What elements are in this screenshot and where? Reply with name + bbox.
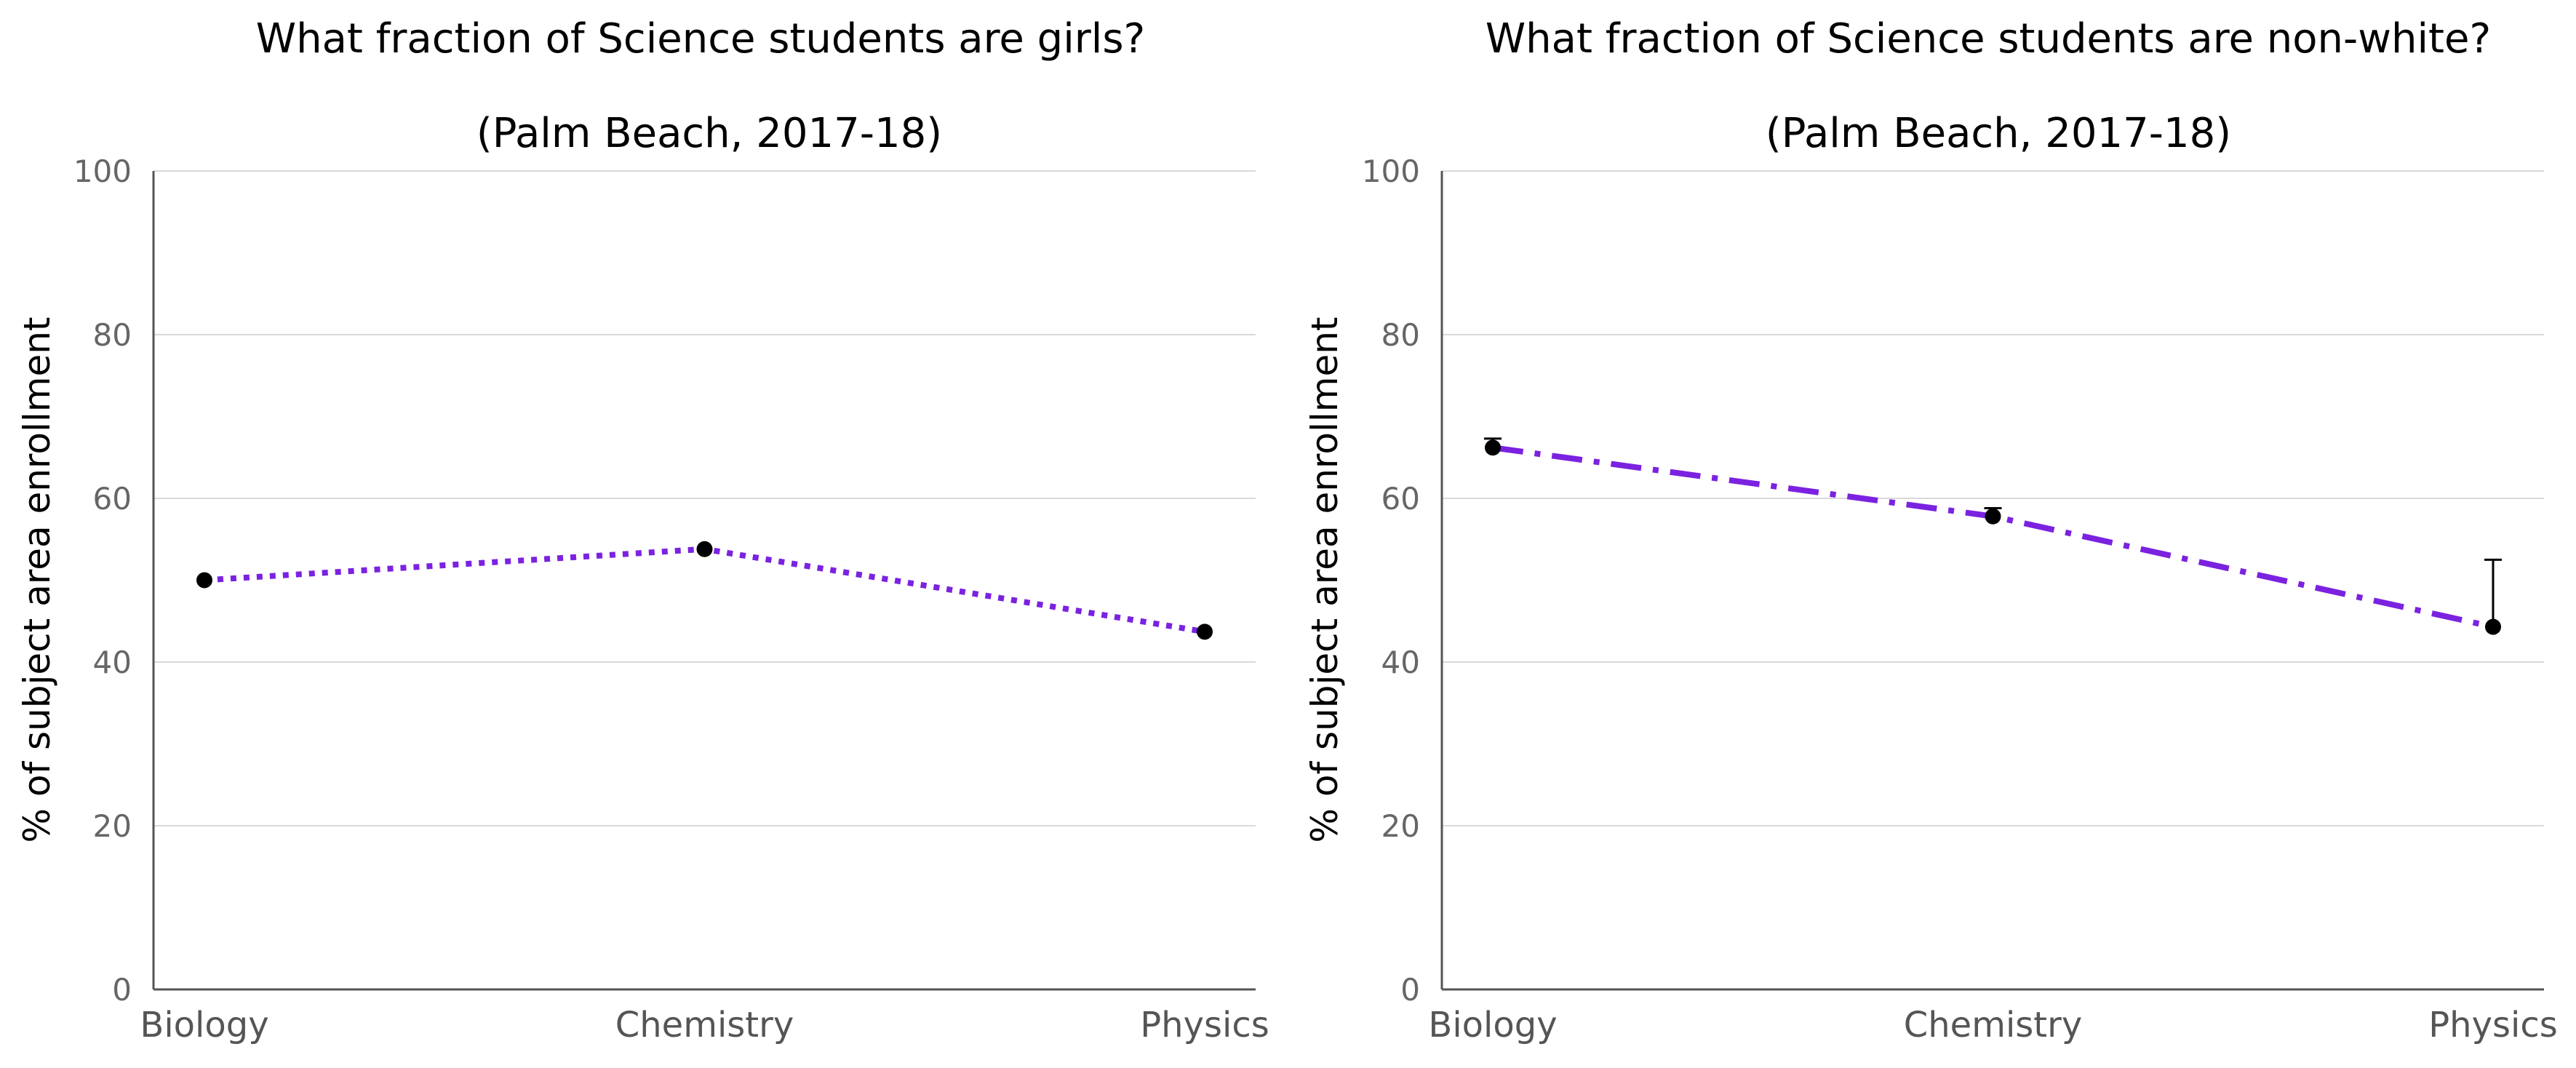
y-tick-label: 0 bbox=[1400, 972, 1420, 1008]
x-tick-label: Biology bbox=[1428, 1005, 1557, 1045]
series-line-path bbox=[204, 546, 1205, 635]
x-tick-label: Biology bbox=[140, 1005, 268, 1045]
chart-title: What fraction of Science students are gi… bbox=[256, 15, 1146, 63]
chart-subtitle: (Palm Beach, 2017-18) bbox=[476, 110, 942, 157]
x-tick-labels: Biology Chemistry Physics bbox=[1428, 1005, 2557, 1045]
chart-subtitle: (Palm Beach, 2017-18) bbox=[1766, 110, 2231, 157]
data-point bbox=[196, 572, 212, 589]
chart-panel-non-white: What fraction of Science students are no… bbox=[1304, 15, 2558, 1045]
y-tick-labels: 0 20 40 60 80 100 bbox=[73, 154, 132, 1008]
data-point bbox=[1197, 623, 1213, 640]
data-points bbox=[1485, 439, 2501, 635]
x-tick-label: Physics bbox=[1140, 1005, 1269, 1045]
axes bbox=[1440, 171, 2544, 991]
x-tick-label: Chemistry bbox=[615, 1005, 794, 1045]
chart-panel-girls: What fraction of Science students are gi… bbox=[16, 15, 1269, 1045]
x-tick-label: Physics bbox=[2428, 1005, 2558, 1045]
y-tick-label: 80 bbox=[93, 317, 132, 353]
axes bbox=[152, 171, 1256, 991]
data-points bbox=[196, 541, 1213, 640]
y-tick-label: 20 bbox=[1381, 808, 1420, 844]
y-axis-label: % of subject area enrollment bbox=[16, 316, 58, 842]
data-point bbox=[2485, 618, 2501, 635]
series-line bbox=[204, 546, 1205, 635]
grid-lines bbox=[1442, 170, 2544, 826]
y-tick-label: 60 bbox=[93, 481, 132, 517]
x-tick-labels: Biology Chemistry Physics bbox=[140, 1005, 1269, 1045]
x-tick-label: Chemistry bbox=[1904, 1005, 2083, 1045]
grid-lines bbox=[153, 170, 1256, 826]
data-point bbox=[1485, 439, 1501, 456]
data-point bbox=[696, 541, 713, 557]
y-tick-label: 40 bbox=[93, 645, 132, 680]
data-point bbox=[1985, 508, 2001, 525]
series-line-path bbox=[1492, 445, 2494, 630]
series-line bbox=[1492, 445, 2494, 630]
y-tick-label: 40 bbox=[1381, 645, 1420, 680]
y-tick-label: 20 bbox=[93, 808, 132, 844]
y-tick-label: 80 bbox=[1381, 317, 1420, 353]
y-tick-label: 0 bbox=[112, 972, 132, 1008]
y-tick-label: 60 bbox=[1381, 481, 1420, 517]
y-tick-label: 100 bbox=[1362, 154, 1420, 189]
y-tick-label: 100 bbox=[73, 154, 132, 189]
y-axis-label: % of subject area enrollment bbox=[1304, 316, 1346, 842]
chart-title: What fraction of Science students are no… bbox=[1486, 15, 2491, 63]
y-tick-labels: 0 20 40 60 80 100 bbox=[1362, 154, 1420, 1008]
